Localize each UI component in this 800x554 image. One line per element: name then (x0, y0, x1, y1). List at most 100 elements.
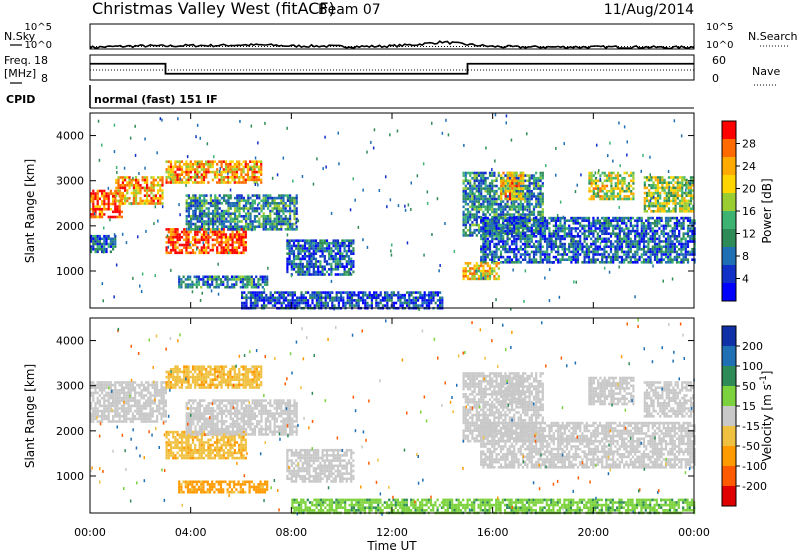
data-cell (260, 296, 263, 300)
data-cell (203, 220, 206, 223)
data-cell (464, 184, 467, 188)
data-cell (521, 205, 525, 209)
data-cell (462, 223, 465, 227)
data-cell (118, 210, 121, 214)
data-cell (515, 200, 518, 203)
data-cell (169, 160, 173, 163)
data-cell (200, 228, 203, 231)
data-cell (176, 246, 179, 249)
data-cell (212, 212, 215, 215)
data-cell (537, 184, 540, 188)
data-cell (502, 242, 505, 246)
data-cell (176, 173, 179, 176)
data-cell (109, 242, 112, 246)
data-cell (112, 237, 115, 241)
data-cell (612, 192, 615, 196)
data-cell (658, 258, 661, 261)
data-cell (517, 208, 520, 211)
data-cell (169, 233, 173, 236)
data-cell (347, 239, 351, 242)
data-cell (539, 258, 542, 261)
data-cell (417, 291, 420, 294)
data-cell (189, 278, 192, 281)
data-cell (526, 202, 529, 206)
data-cell (213, 160, 217, 163)
data-cell (515, 237, 518, 241)
data-cell (90, 200, 93, 203)
data-cell (596, 237, 599, 241)
data-cell (590, 197, 593, 201)
data-cell (594, 187, 598, 190)
data-cell (495, 229, 498, 233)
data-cell (231, 235, 234, 239)
data-cell (594, 179, 598, 183)
data-cell (511, 192, 514, 196)
data-cell (315, 296, 318, 300)
data-cell (103, 205, 106, 208)
data-cell (495, 272, 498, 275)
data-cell (462, 195, 465, 198)
data-cell (650, 178, 653, 182)
data-cell (629, 255, 632, 259)
data-cell (532, 192, 536, 196)
data-cell (603, 192, 606, 196)
data-cell (543, 250, 547, 254)
data-cell (191, 283, 194, 286)
data-cell (202, 163, 206, 166)
data-cell (196, 225, 199, 228)
data-cell (237, 275, 240, 279)
data-cell (214, 215, 217, 218)
data-cell (174, 165, 177, 169)
data-cell (312, 273, 315, 276)
data-cell (247, 225, 250, 228)
data-cell (502, 176, 505, 180)
data-cell (477, 192, 481, 196)
data-cell (614, 258, 617, 261)
data-cell (117, 184, 120, 187)
data-cell (165, 181, 168, 184)
data-cell (301, 244, 304, 248)
data-cell (150, 199, 153, 203)
data-cell (377, 296, 380, 300)
data-cell (392, 301, 395, 305)
data-cell (528, 182, 531, 185)
data-cell (652, 191, 655, 195)
data-cell (605, 197, 609, 201)
data-cell (645, 227, 648, 230)
data-cell (594, 219, 597, 222)
data-cell (594, 229, 597, 233)
data-cell (508, 216, 511, 220)
data-cell (686, 261, 690, 264)
data-cell (265, 293, 268, 297)
data-cell (340, 299, 343, 302)
data-cell (658, 240, 661, 243)
data-cell (96, 250, 99, 254)
data-cell (627, 248, 630, 251)
data-cell (203, 196, 206, 200)
data-cell (634, 232, 637, 235)
data-cell (408, 299, 411, 302)
data-cell (469, 192, 472, 196)
data-cell (482, 200, 485, 203)
data-cell (504, 187, 507, 190)
data-cell (686, 240, 690, 243)
data-cell (280, 209, 283, 213)
data-cell (229, 243, 232, 247)
data-cell (311, 296, 314, 300)
data-cell (328, 257, 331, 261)
data-cell (362, 301, 365, 305)
data-cell (241, 275, 245, 279)
data-cell (559, 216, 562, 220)
data-cell (203, 204, 206, 208)
data-cell (225, 202, 228, 205)
data-cell (616, 242, 619, 246)
data-cell (124, 199, 127, 203)
data-cell (607, 224, 610, 228)
data-cell (648, 191, 651, 195)
data-cell (304, 291, 307, 294)
data-cell (339, 252, 342, 255)
data-cell (539, 227, 542, 230)
data-cell (233, 181, 236, 184)
data-cell (650, 184, 653, 187)
